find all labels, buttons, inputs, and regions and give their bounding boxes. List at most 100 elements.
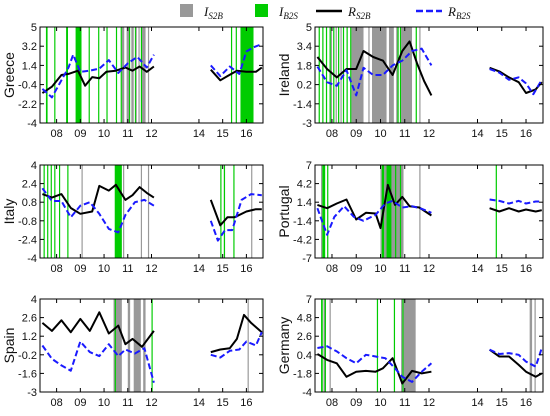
gray-band (140, 165, 143, 258)
y-tick-label: 0.2 (297, 80, 312, 92)
y-tick-label: 2.6 (297, 331, 312, 343)
x-tick-label: 15 (496, 397, 508, 409)
country-label: Spain (1, 328, 17, 364)
y-tick-label: 1.2 (22, 331, 37, 343)
green-band (402, 299, 404, 392)
green-band (346, 27, 348, 123)
y-tick-label: 5 (306, 22, 312, 34)
legend-label: IB2S (278, 4, 298, 21)
x-tick-label: 11 (122, 263, 133, 275)
y-tick-label: 3.2 (22, 41, 37, 53)
gray-band (81, 165, 83, 258)
gray-band (123, 165, 125, 258)
gray-band (321, 165, 323, 258)
x-tick-label: 08 (326, 128, 338, 140)
x-tick-label: 09 (350, 263, 362, 275)
x-tick-label: 14 (193, 397, 205, 409)
y-tick-label: 4.2 (297, 179, 312, 191)
gray-band (247, 299, 249, 392)
green-band (350, 27, 352, 123)
green-band (45, 27, 48, 123)
green-band (134, 27, 136, 123)
x-tick-label: 14 (471, 397, 483, 409)
x-tick-label: 09 (74, 397, 86, 409)
y-tick-label: -7 (302, 253, 312, 265)
series-r-b2s (316, 198, 542, 236)
green-band (47, 165, 49, 258)
x-tick-label: 09 (350, 397, 362, 409)
x-tick-label: 09 (74, 128, 86, 140)
x-tick-label: 16 (240, 128, 252, 140)
legend-item-r_s2b: RS2B (316, 4, 371, 21)
gray-band (403, 299, 416, 392)
green-band (114, 165, 122, 258)
plot-area (316, 165, 543, 258)
y-tick-label: -4.2 (293, 234, 312, 246)
y-tick-label: 3.4 (297, 41, 312, 53)
y-tick-label: -4 (27, 118, 37, 130)
panel-portugal: 7 4.2 1.4 -1.4 -4.2 -7 08 09 10 11 12 14 15 16 Portuga… (276, 160, 544, 275)
gray-band (401, 299, 403, 392)
x-tick-label: 16 (520, 397, 532, 409)
y-tick-label: -4 (27, 253, 37, 265)
series-r-s2b (317, 183, 543, 230)
legend-subscript: S2B (208, 11, 223, 21)
x-tick-label: 10 (374, 263, 386, 275)
green-band (327, 165, 329, 258)
x-tick-label: 08 (50, 263, 62, 275)
y-tick-label: -1.4 (293, 99, 312, 111)
gray-band (368, 27, 370, 123)
x-tick-label: 15 (217, 128, 229, 140)
series-r-s2b (41, 311, 263, 354)
panel-italy: 4 2.4 0.8 -0.8 -2.4 -4 08 09 10 11 12 14 15 16 Italy (1, 160, 264, 275)
green-band (54, 27, 56, 123)
x-tick-label: 10 (98, 397, 110, 409)
green-band (321, 299, 323, 392)
series-r-s2b (316, 348, 543, 385)
gray-band (251, 165, 253, 258)
y-tick-label: 0.4 (297, 350, 312, 362)
x-tick-label: 11 (399, 397, 410, 409)
green-band (376, 299, 379, 392)
x-tick-label: 09 (74, 263, 86, 275)
country-label: Greece (1, 52, 17, 98)
y-tick-label: -1.4 (293, 216, 312, 228)
y-tick-label: 2.4 (22, 179, 37, 191)
gray-band (143, 299, 146, 392)
x-tick-label: 10 (374, 397, 386, 409)
series-r-b2s (41, 43, 263, 99)
y-tick-label: 4 (31, 294, 37, 306)
green-band (223, 165, 226, 258)
legend-label: IS2B (203, 4, 223, 21)
green-band (393, 299, 396, 392)
green-band (230, 27, 233, 123)
green-band (106, 27, 108, 123)
green-band (325, 27, 328, 123)
green-band (322, 165, 326, 258)
series-r-b2s (316, 47, 543, 97)
gray-band (529, 299, 533, 392)
series-r-s2b (41, 65, 263, 94)
y-tick-label: -0.2 (18, 350, 37, 362)
x-tick-label: 16 (520, 263, 532, 275)
y-tick-label: -3 (302, 118, 312, 130)
gray-band (396, 27, 398, 123)
legend-subscript: B2S (456, 11, 471, 21)
legend-item-i_s2b: IS2B (180, 4, 223, 21)
gray-band (113, 299, 122, 392)
green-band (399, 165, 402, 258)
country-label: Ireland (276, 54, 292, 97)
green-band (235, 27, 237, 123)
x-tick-label: 12 (145, 263, 157, 275)
green-band (233, 165, 235, 258)
x-tick-label: 14 (471, 128, 483, 140)
x-tick-label: 12 (423, 128, 435, 140)
x-tick-label: 10 (98, 128, 110, 140)
gray-band (121, 27, 125, 123)
x-tick-label: 15 (496, 263, 508, 275)
green-band (50, 165, 52, 258)
x-tick-label: 11 (122, 397, 133, 409)
x-tick-label: 08 (326, 263, 338, 275)
green-band (120, 27, 122, 123)
y-tick-label: -2.4 (18, 234, 37, 246)
